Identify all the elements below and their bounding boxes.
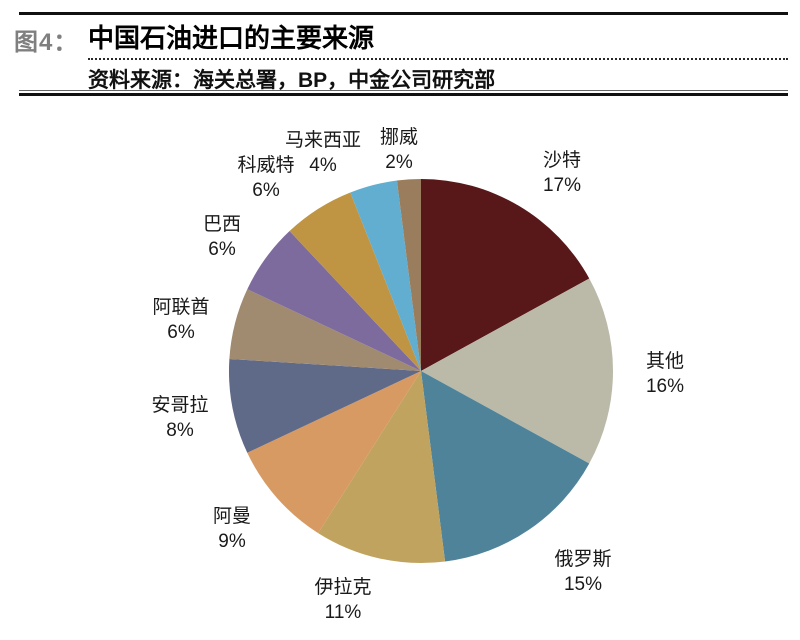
figure-title: 中国石油进口的主要来源	[88, 23, 375, 53]
pie-slice-马来西亚	[350, 180, 421, 371]
pie-slice-阿联酋	[229, 289, 421, 371]
pie-slice-沙特	[421, 179, 590, 371]
pie-slice-伊拉克	[318, 371, 446, 563]
pie-slice-俄罗斯	[421, 371, 590, 562]
pie-slice-挪威	[396, 179, 421, 371]
figure-tag: 图4：	[14, 29, 79, 56]
top-rule	[19, 12, 788, 15]
thin-rule	[19, 90, 788, 91]
pie-slice-安哥拉	[229, 358, 421, 453]
pie-slice-其他	[421, 278, 613, 464]
thick-rule	[19, 93, 788, 96]
figure-source: 资料来源：海关总署，BP，中金公司研究部	[88, 69, 496, 92]
pie-slice-巴西	[247, 231, 421, 371]
dotted-divider	[88, 58, 788, 60]
pie-slice-阿曼	[247, 371, 421, 534]
pie-slice-科威特	[289, 192, 421, 371]
